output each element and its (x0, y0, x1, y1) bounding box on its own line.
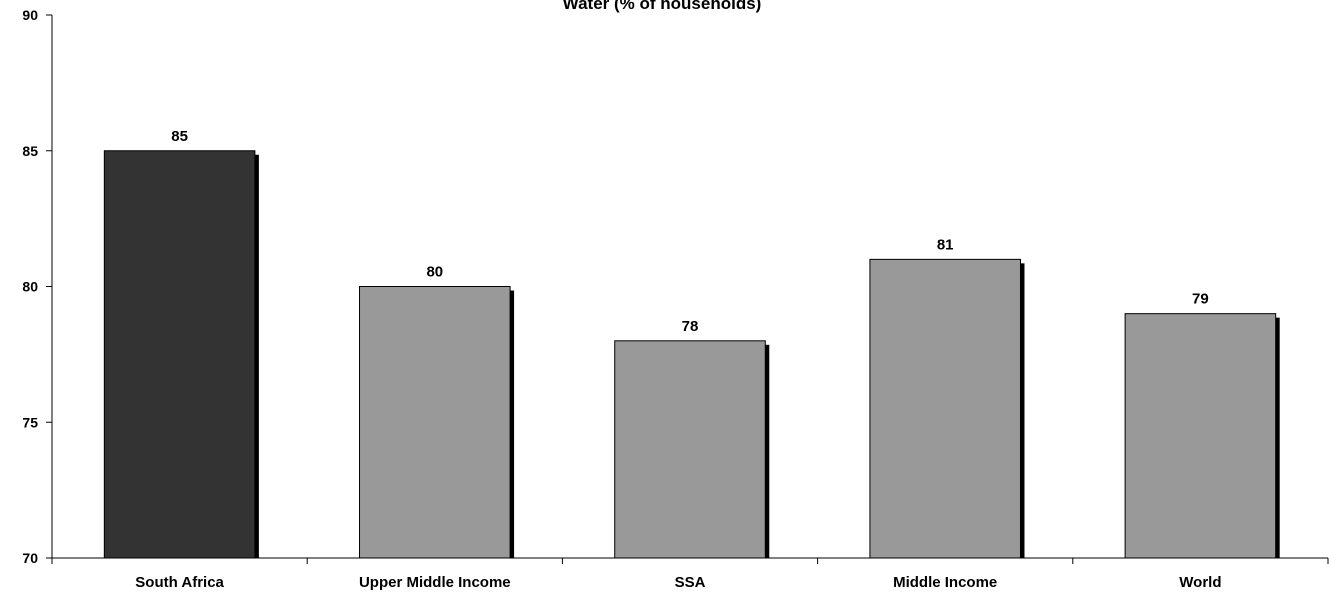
chart-title: Water (% of households) (563, 0, 762, 13)
bar (103, 150, 256, 559)
bars (103, 150, 1280, 559)
bar (1124, 313, 1277, 559)
bar (359, 286, 511, 559)
data-label: 78 (682, 318, 699, 335)
x-tick-label: World (1179, 574, 1221, 591)
data-label: 85 (171, 128, 188, 145)
y-tick-label: 70 (22, 550, 38, 566)
x-axis: South Africa Upper Middle Income SSA Middle… (51, 557, 1329, 591)
x-tick-label: Middle Income (893, 574, 997, 591)
data-label: 81 (937, 236, 954, 253)
y-tick-label: 80 (22, 279, 38, 295)
y-tick-label: 90 (22, 7, 38, 23)
x-tick-label: South Africa (135, 574, 224, 591)
y-axis: 70 75 80 85 90 (22, 7, 53, 566)
x-tick-label: SSA (675, 574, 706, 591)
bar (614, 340, 766, 559)
y-tick-label: 85 (22, 143, 38, 159)
data-label: 79 (1192, 291, 1209, 308)
x-tick-label: Upper Middle Income (359, 574, 511, 591)
data-labels: 85 80 78 81 79 (171, 128, 1208, 335)
y-tick-label: 75 (22, 414, 38, 430)
data-label: 80 (426, 264, 443, 281)
bar (869, 258, 1021, 559)
